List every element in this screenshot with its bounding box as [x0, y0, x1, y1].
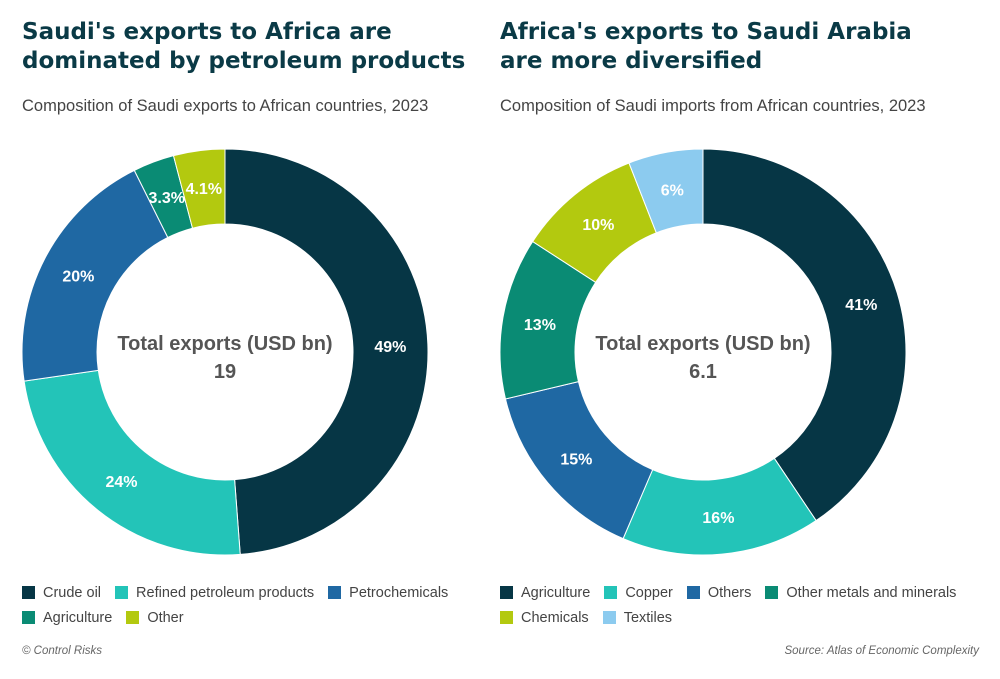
- legend-swatch: [686, 586, 700, 599]
- donut-slice-agriculture: [702, 148, 907, 522]
- legend-item-other-metals-and-minerals: Other metals and minerals: [765, 580, 956, 605]
- donut-slice-refined-petroleum-products: [23, 369, 241, 556]
- legend-swatch: [126, 611, 140, 624]
- legend-label: Agriculture: [43, 609, 113, 626]
- slice-label: 20%: [62, 268, 94, 285]
- slice-label: 6%: [661, 182, 684, 199]
- legend-item-petrochemicals: Petrochemicals: [328, 580, 448, 605]
- legend-swatch: [115, 586, 129, 599]
- legend-label: Copper: [625, 584, 673, 601]
- center-label: Total exports (USD bn): [117, 333, 332, 355]
- donut-chart: 49% 24% 20% 3.3%4.1% Total exports (USD bn) 1…: [21, 148, 429, 556]
- slice-label: 49%: [374, 339, 406, 356]
- legend-swatch: [602, 611, 616, 624]
- center-value: 19: [214, 361, 236, 383]
- legend-item-other: Other: [126, 605, 184, 630]
- chart-title: Saudi's exports to Africa are dominated …: [22, 18, 502, 76]
- legend-item-agriculture: Agriculture: [500, 580, 590, 605]
- slice-label: 4.1%: [186, 181, 222, 198]
- legend-swatch: [500, 586, 513, 599]
- donut-slice-textiles: [628, 148, 704, 234]
- legend-item-others: Others: [686, 580, 752, 605]
- slice-label: 16%: [702, 510, 734, 527]
- center-label: Total exports (USD bn): [595, 333, 810, 355]
- credit-text: © Control Risks: [22, 645, 103, 657]
- chart-panel-left: Saudi's exports to Africa are dominated …: [21, 0, 502, 640]
- legend-label: Others: [707, 584, 752, 601]
- chart-title-line: dominated by petroleum products: [22, 48, 466, 74]
- legend-item-crude-oil: Crude oil: [22, 580, 101, 605]
- legend-label: Crude oil: [43, 584, 102, 601]
- legend-label: Refined petroleum products: [136, 584, 315, 601]
- legend-swatch: [328, 586, 342, 599]
- slice-label: 10%: [582, 217, 614, 234]
- legend-label: Chemicals: [521, 609, 589, 626]
- legend-label: Textiles: [623, 609, 673, 626]
- legend-item-agriculture: Agriculture: [22, 605, 112, 630]
- chart-legend: Crude oil Refined petroleum products Petro…: [22, 580, 502, 630]
- donut-slice-petrochemicals: [21, 169, 169, 382]
- legend-item-copper: Copper: [604, 580, 673, 605]
- donut-slice-crude-oil: [224, 148, 429, 555]
- donut-chart: 41% 16% 15% 13% 10% 6% Total exports (USD bn) 6…: [499, 148, 907, 556]
- legend-label: Agriculture: [521, 584, 591, 601]
- legend-item-chemicals: Chemicals: [500, 605, 589, 630]
- legend-swatch: [22, 611, 35, 624]
- chart-title-line: Africa's exports to Saudi Arabia: [500, 19, 912, 45]
- chart-subtitle: Composition of Saudi imports from Africa…: [500, 97, 926, 115]
- chart-subtitle: Composition of Saudi exports to African …: [22, 97, 429, 115]
- slice-label: 41%: [845, 297, 877, 314]
- chart-title-line: are more diversified: [500, 48, 763, 74]
- center-value: 6.1: [689, 361, 717, 383]
- legend-label: Other: [147, 609, 184, 626]
- slice-label: 3.3%: [148, 190, 184, 207]
- slice-label: 15%: [560, 452, 592, 469]
- chart-panel-right: Africa's exports to Saudi Arabia are mor…: [499, 0, 980, 640]
- source-text: Source: Atlas of Economic Complexity: [784, 645, 979, 657]
- legend-label: Petrochemicals: [349, 584, 449, 601]
- legend-swatch: [22, 586, 35, 599]
- chart-title-line: Saudi's exports to Africa are: [22, 19, 392, 45]
- legend-item-refined-petroleum-products: Refined petroleum products: [115, 580, 314, 605]
- slice-label: 24%: [105, 474, 137, 491]
- donut-slice-other: [172, 148, 226, 229]
- chart-title: Africa's exports to Saudi Arabia are mor…: [500, 18, 980, 76]
- legend-swatch: [500, 611, 513, 624]
- legend-swatch: [604, 586, 618, 599]
- slice-label: 13%: [524, 317, 556, 334]
- chart-legend: Agriculture Copper Others Other metals and …: [500, 580, 980, 630]
- legend-label: Other metals and minerals: [786, 584, 957, 601]
- legend-item-textiles: Textiles: [602, 605, 673, 630]
- legend-swatch: [765, 586, 779, 599]
